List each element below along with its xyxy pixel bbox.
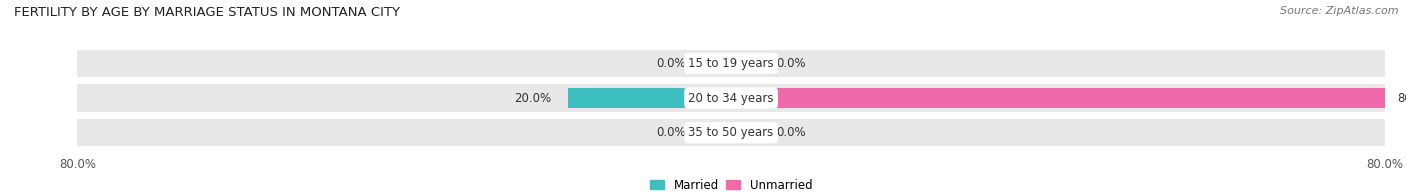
Bar bbox=[731, 53, 759, 73]
Text: 0.0%: 0.0% bbox=[776, 57, 806, 70]
Text: Source: ZipAtlas.com: Source: ZipAtlas.com bbox=[1281, 6, 1399, 16]
Bar bbox=[731, 123, 759, 143]
Text: 20 to 34 years: 20 to 34 years bbox=[689, 92, 773, 104]
Legend: Married, Unmarried: Married, Unmarried bbox=[645, 174, 817, 196]
Bar bbox=[77, 84, 1385, 112]
Bar bbox=[731, 88, 1385, 108]
Text: 15 to 19 years: 15 to 19 years bbox=[689, 57, 773, 70]
Bar bbox=[77, 50, 1385, 77]
Text: 20.0%: 20.0% bbox=[515, 92, 551, 104]
Bar bbox=[568, 88, 731, 108]
Text: 35 to 50 years: 35 to 50 years bbox=[689, 126, 773, 139]
Bar bbox=[703, 123, 731, 143]
Bar bbox=[77, 119, 1385, 146]
Text: FERTILITY BY AGE BY MARRIAGE STATUS IN MONTANA CITY: FERTILITY BY AGE BY MARRIAGE STATUS IN M… bbox=[14, 6, 401, 19]
Text: 80.0%: 80.0% bbox=[1398, 92, 1406, 104]
Text: 0.0%: 0.0% bbox=[657, 57, 686, 70]
Bar bbox=[703, 53, 731, 73]
Text: 0.0%: 0.0% bbox=[657, 126, 686, 139]
Text: 0.0%: 0.0% bbox=[776, 126, 806, 139]
